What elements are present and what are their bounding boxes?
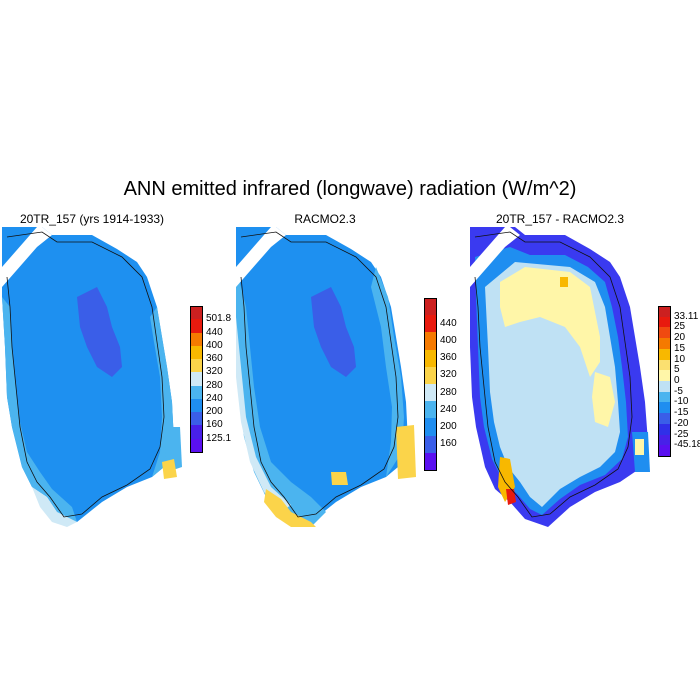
colorbar-3-label: -45.18 — [674, 439, 700, 451]
colorbar-1-swatch — [190, 385, 203, 399]
colorbar-3-swatch — [658, 381, 671, 392]
panel-1-title: 20TR_157 (yrs 1914-1933) — [19, 212, 165, 226]
colorbar-3-label: 25 — [674, 321, 686, 333]
colorbar-1-label: 125.1 — [206, 432, 232, 444]
east-yellow — [331, 472, 348, 485]
colorbar-2-label: 200 — [440, 421, 457, 432]
colorbar-3-label: -10 — [674, 396, 689, 408]
colorbar-1-swatch — [190, 412, 203, 426]
coastline — [6, 231, 165, 518]
colorbar-1-label: 360 — [206, 353, 223, 365]
colorbar-2-swatch — [424, 435, 437, 453]
map-panel-2 — [236, 227, 416, 527]
colorbar-3-swatch — [658, 338, 671, 349]
diff-yellow-north — [500, 267, 600, 377]
map-panel-1 — [2, 227, 182, 527]
colorbar-3-label: 0 — [674, 375, 680, 386]
colorbar-2-swatch — [424, 332, 437, 350]
white-notch — [236, 227, 286, 287]
colorbar-2-label: 440 — [440, 317, 457, 329]
colorbar-1-label: 400 — [206, 339, 223, 351]
colorbar-3-swatch — [658, 348, 671, 360]
interior-core — [311, 287, 356, 377]
east-island-yellow — [162, 459, 177, 479]
colorbar-2-label: 400 — [440, 335, 457, 346]
coastline — [240, 231, 399, 518]
colorbar-1-swatch — [190, 306, 203, 321]
colorbar-3-label: 20 — [674, 332, 686, 344]
colorbar-3-swatch — [658, 327, 671, 339]
coastal-band-east — [371, 267, 404, 477]
greenland-ice-base — [236, 227, 408, 522]
interior-core — [77, 287, 122, 377]
colorbar-3-swatch — [658, 413, 671, 424]
outer-light-band — [236, 317, 291, 512]
diff-east-island-yellow — [635, 439, 644, 455]
white-notch — [2, 227, 52, 287]
panel-2-title: RACMO2.3 — [294, 212, 356, 226]
diff-orange-north — [560, 277, 568, 287]
colorbar-3-swatch — [658, 391, 671, 403]
colorbar-3-label: 33.11 — [674, 310, 699, 322]
colorbar-2-swatch — [424, 418, 437, 436]
colorbar-1-label: 440 — [206, 326, 223, 338]
colorbar-3-label: 15 — [674, 342, 686, 354]
colorbar-2-swatch — [424, 384, 437, 402]
colorbar-1-label: 240 — [206, 392, 223, 404]
colorbar-3-swatch — [658, 359, 671, 371]
colorbar-2-swatch — [424, 349, 437, 367]
greenland-ice-base — [2, 227, 174, 522]
colorbar-3-label: 5 — [674, 364, 680, 376]
colorbar-1-swatch — [190, 372, 203, 386]
east-island-yellow — [396, 425, 416, 479]
panel-3-title: 20TR_157 - RACMO2.3 — [495, 212, 625, 226]
colorbar-3-swatch — [658, 402, 671, 414]
colorbar-2-swatch — [424, 366, 437, 384]
colorbar-1-swatch — [190, 438, 203, 453]
southern-yellow — [264, 489, 316, 527]
colorbar-1-swatch — [190, 345, 203, 360]
colorbar-3-label: -25 — [674, 428, 689, 440]
map-panel-3 — [470, 227, 650, 527]
colorbar-1-swatch — [190, 319, 203, 333]
colorbar-2-label: 240 — [440, 403, 457, 415]
colorbar-3-label: -5 — [674, 385, 683, 397]
colorbar-3-swatch — [658, 370, 671, 381]
colorbar-1-label: 320 — [206, 366, 223, 378]
colorbar-1-swatch — [190, 359, 203, 373]
white-notch — [470, 227, 520, 287]
colorbar-2-label: 360 — [440, 352, 457, 364]
colorbar-1-swatch — [190, 332, 203, 346]
colorbar-1-label: 200 — [206, 406, 223, 418]
colorbar-2-label: 320 — [440, 369, 457, 381]
colorbar-3-swatch — [658, 306, 671, 318]
colorbar-2-label: 160 — [440, 438, 457, 450]
colorbar-3-label: 10 — [674, 353, 686, 365]
colorbar-1-label: 501.8 — [206, 313, 232, 325]
diff-yellow-east — [592, 372, 615, 427]
coastline — [474, 231, 633, 518]
colorbar-1-swatch — [190, 398, 203, 413]
main-title: ANN emitted infrared (longwave) radiatio… — [123, 178, 577, 200]
colorbar-1-swatch — [190, 425, 203, 439]
colorbar-3-label: -15 — [674, 407, 689, 419]
colorbar-3-swatch — [658, 445, 671, 457]
diff-red-south — [506, 489, 516, 505]
colorbar-3-swatch — [658, 316, 671, 328]
colorbar-3-label: -20 — [674, 417, 689, 429]
colorbar-2-label: 280 — [440, 386, 457, 398]
colorbar-2-swatch — [424, 452, 437, 471]
coastal-band — [2, 297, 77, 522]
colorbar-3-swatch — [658, 434, 671, 446]
colorbar-2-swatch — [424, 315, 437, 333]
colorbar-2-swatch — [424, 401, 437, 419]
colorbar-1-label: 280 — [206, 379, 223, 391]
colorbar-3-swatch — [658, 423, 671, 435]
colorbar-1-label: 160 — [206, 419, 223, 431]
colorbar-2-swatch — [424, 298, 437, 317]
